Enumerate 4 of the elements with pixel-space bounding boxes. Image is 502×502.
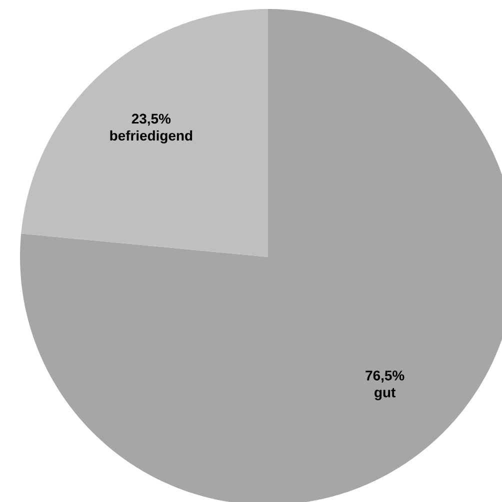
data-label: 76,5% bbox=[366, 370, 404, 382]
slice-label: gut bbox=[374, 388, 396, 400]
data-label: 23,5% bbox=[132, 114, 171, 126]
slice-label: befriedigend bbox=[110, 130, 192, 144]
